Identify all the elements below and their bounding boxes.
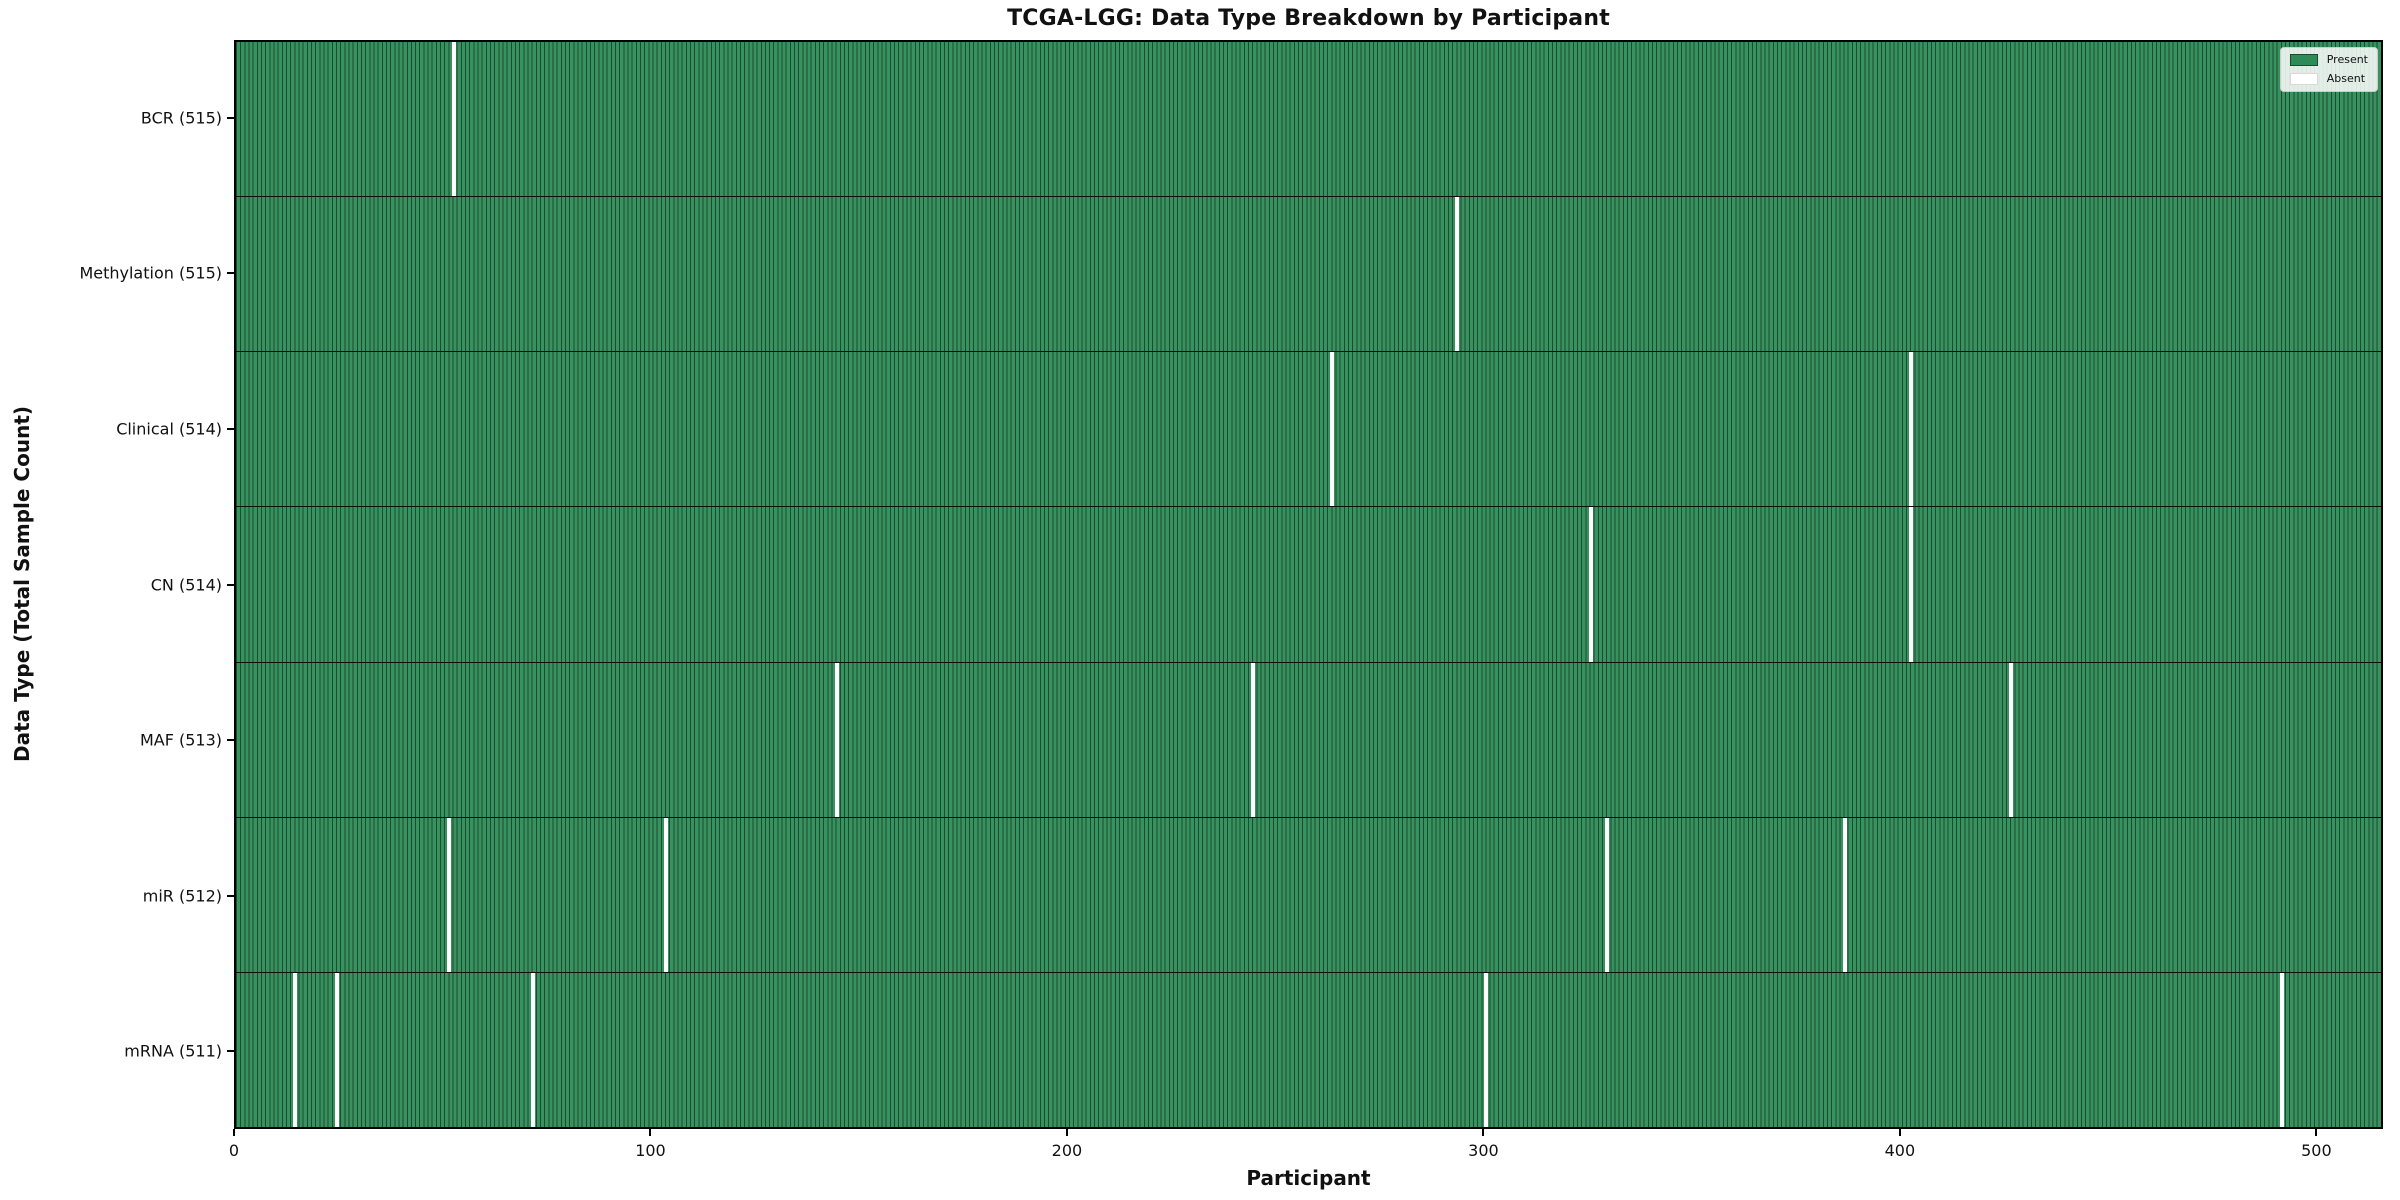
- plot-area: [234, 40, 2383, 1129]
- absent-gap: [834, 662, 839, 817]
- absent-gap: [1455, 197, 1460, 352]
- absent-gap: [2279, 972, 2284, 1127]
- absent-gap: [447, 817, 452, 972]
- y-tick-label: BCR (515): [140, 108, 222, 128]
- absent-gap: [530, 972, 535, 1127]
- absent-gap: [663, 817, 669, 972]
- y-tick-label: mRNA (511): [124, 1041, 222, 1061]
- heatmap-row-Methylation: [236, 197, 2381, 353]
- absent-gap: [1588, 507, 1593, 662]
- x-tick-mark: [649, 1129, 652, 1136]
- x-tick-mark: [1482, 1129, 1485, 1136]
- y-tick-mark: [227, 894, 234, 897]
- heatmap-row-mRNA: [236, 972, 2381, 1127]
- x-tick-mark: [1898, 1129, 1901, 1136]
- x-axis-label: Participant: [1246, 1166, 1371, 1190]
- legend-entry-absent: Absent: [2289, 72, 2368, 85]
- heatmap-row-Clinical: [236, 352, 2381, 508]
- heatmap-row-MAF: [236, 662, 2381, 818]
- legend-entry-present: Present: [2289, 53, 2368, 66]
- absent-gap: [451, 42, 456, 197]
- x-tick-label: 100: [635, 1141, 666, 1160]
- absent-gap: [1484, 972, 1489, 1127]
- y-tick-mark: [227, 583, 234, 586]
- x-tick-label: 200: [1051, 1141, 1083, 1160]
- y-tick-mark: [227, 739, 234, 742]
- absent-gap: [1909, 352, 1914, 507]
- absent-gap: [1909, 507, 1914, 662]
- y-tick-mark: [227, 427, 234, 430]
- y-tick-label: MAF (513): [139, 730, 222, 750]
- y-tick-label: Methylation (515): [79, 263, 222, 283]
- y-tick-label: Clinical (514): [116, 419, 222, 439]
- present-swatch-icon: [2289, 54, 2318, 66]
- x-tick-mark: [2315, 1129, 2318, 1136]
- x-tick-label: 300: [1468, 1141, 1499, 1160]
- y-tick-label: miR (512): [142, 886, 222, 906]
- y-tick-mark: [227, 1050, 234, 1053]
- y-axis-label: Data Type (Total Sample Count): [10, 405, 34, 763]
- absent-gap: [334, 972, 340, 1127]
- y-tick-label: CN (514): [150, 575, 222, 594]
- absent-swatch-icon: [2289, 73, 2318, 85]
- legend-present-label: Present: [2326, 53, 2368, 66]
- chart-title: TCGA-LGG: Data Type Breakdown by Partici…: [1007, 6, 1610, 31]
- x-tick-label: 500: [2301, 1141, 2332, 1160]
- x-tick-label: 400: [1884, 1141, 1916, 1160]
- y-tick-mark: [227, 272, 234, 275]
- y-tick-mark: [227, 116, 234, 119]
- heatmap-row-miR: [236, 817, 2381, 973]
- absent-gap: [1251, 662, 1256, 817]
- x-tick-mark: [233, 1129, 235, 1136]
- absent-gap: [1842, 817, 1847, 972]
- heatmap-row-CN: [236, 507, 2381, 663]
- absent-gap: [2009, 662, 2014, 817]
- absent-gap: [1605, 817, 1610, 972]
- heatmap-row-BCR: [236, 42, 2381, 198]
- x-tick-label: 0: [228, 1141, 240, 1160]
- absent-gap: [293, 972, 298, 1127]
- legend: Present Absent: [2279, 47, 2378, 92]
- x-tick-mark: [1065, 1129, 1068, 1136]
- absent-gap: [1330, 352, 1335, 507]
- legend-absent-label: Absent: [2326, 72, 2366, 85]
